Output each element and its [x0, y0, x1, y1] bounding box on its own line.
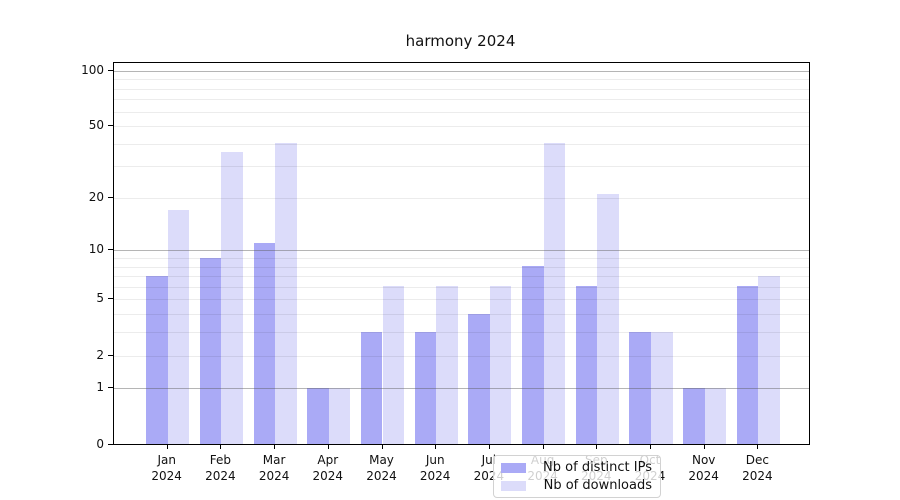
x-tick-label: Jan 2024: [151, 452, 182, 483]
bar-distinct-ips: [683, 387, 705, 444]
x-tick-mark: [542, 444, 544, 449]
y-tick-mark: [108, 249, 113, 251]
x-tick-label: Jun 2024: [419, 452, 451, 483]
y-tick-label: 50: [88, 118, 104, 133]
legend: Nb of distinct IPs Nb of downloads: [493, 455, 661, 498]
x-tick-label: Feb 2024: [205, 452, 236, 483]
bar-downloads: [704, 387, 727, 444]
y-tick-label: 10: [88, 242, 104, 257]
plot-area: Nb of distinct IPs Nb of downloads: [113, 62, 810, 498]
x-tick-mark: [757, 444, 759, 449]
bar-downloads: [436, 286, 458, 444]
y-tick-mark: [108, 354, 113, 356]
legend-swatch-distinct-ips-icon: [501, 462, 526, 473]
bar-downloads: [543, 143, 566, 444]
y-gridline-minor: [114, 286, 809, 288]
bar-downloads: [275, 143, 297, 444]
bar-distinct-ips: [253, 242, 276, 444]
bar-distinct-ips: [736, 286, 759, 444]
legend-entry-distinct-ips: Nb of distinct IPs: [501, 460, 652, 475]
chart-title: harmony 2024: [405, 32, 516, 50]
legend-label-distinct-ips: Nb of distinct IPs: [543, 460, 652, 475]
y-gridline-minor: [114, 276, 809, 278]
y-gridline-minor: [114, 111, 809, 113]
legend-swatch-downloads-icon: [501, 480, 526, 491]
bar-downloads: [489, 286, 512, 444]
x-tick-mark: [274, 444, 276, 449]
x-tick-label: Nov 2024: [688, 452, 719, 483]
bar-distinct-ips: [414, 331, 437, 444]
bar-downloads: [758, 275, 780, 444]
y-gridline-minor: [114, 143, 809, 145]
y-gridline-minor: [114, 332, 809, 334]
bar-distinct-ips: [360, 331, 383, 444]
x-tick-mark: [703, 444, 705, 449]
bar-downloads: [167, 209, 190, 444]
y-gridline-minor: [114, 258, 809, 259]
x-tick-mark: [435, 444, 437, 449]
y-tick-label: 5: [96, 291, 104, 306]
x-tick-mark: [488, 444, 490, 449]
x-tick-mark: [596, 444, 598, 449]
y-tick-mark: [108, 196, 113, 198]
bar-downloads: [382, 286, 405, 444]
x-tick-mark: [327, 444, 329, 449]
y-gridline-major: [114, 70, 809, 72]
legend-entry-downloads: Nb of downloads: [501, 478, 652, 493]
x-tick-mark: [381, 444, 383, 449]
y-gridline-minor: [114, 99, 809, 101]
legend-label-downloads: Nb of downloads: [543, 478, 652, 493]
y-gridline-minor: [114, 314, 809, 316]
x-tick-label: May 2024: [366, 452, 397, 483]
x-tick-label: Apr 2024: [312, 452, 344, 483]
bar-downloads: [328, 387, 351, 444]
bar-distinct-ips: [146, 275, 168, 444]
y-tick-mark: [108, 125, 113, 127]
y-gridline-minor: [114, 299, 809, 301]
y-tick-label: 20: [88, 189, 104, 204]
bar-distinct-ips: [522, 266, 544, 444]
y-gridline-minor: [114, 166, 809, 168]
bar-distinct-ips: [575, 286, 598, 444]
y-gridline-minor: [114, 126, 809, 128]
bar-distinct-ips: [629, 331, 651, 444]
x-tick-label: Mar 2024: [258, 452, 290, 483]
y-gridline-minor: [114, 79, 809, 81]
y-tick-mark: [108, 443, 113, 445]
y-gridline-major: [114, 388, 809, 390]
bar-distinct-ips: [199, 257, 222, 444]
x-tick-mark: [650, 444, 651, 449]
y-tick-label: 2: [96, 347, 104, 362]
x-tick-mark: [220, 444, 222, 449]
bar-distinct-ips: [468, 313, 490, 444]
y-gridline-major: [114, 250, 809, 252]
bar-downloads: [651, 331, 673, 444]
y-tick-label: 100: [81, 62, 104, 77]
y-gridline-minor: [114, 266, 809, 268]
y-tick-label: 0: [96, 436, 104, 451]
bar-downloads: [597, 193, 619, 444]
y-tick-label: 1: [96, 380, 104, 395]
bar-distinct-ips: [307, 387, 329, 444]
y-tick-mark: [108, 387, 113, 389]
y-gridline-minor: [114, 197, 809, 199]
y-gridline-minor: [114, 355, 809, 357]
y-gridline-minor: [114, 88, 809, 90]
x-tick-label: Dec 2024: [742, 452, 773, 483]
y-tick-mark: [108, 298, 113, 300]
bar-downloads: [221, 151, 243, 444]
y-tick-mark: [108, 69, 113, 71]
x-tick-mark: [166, 444, 168, 449]
